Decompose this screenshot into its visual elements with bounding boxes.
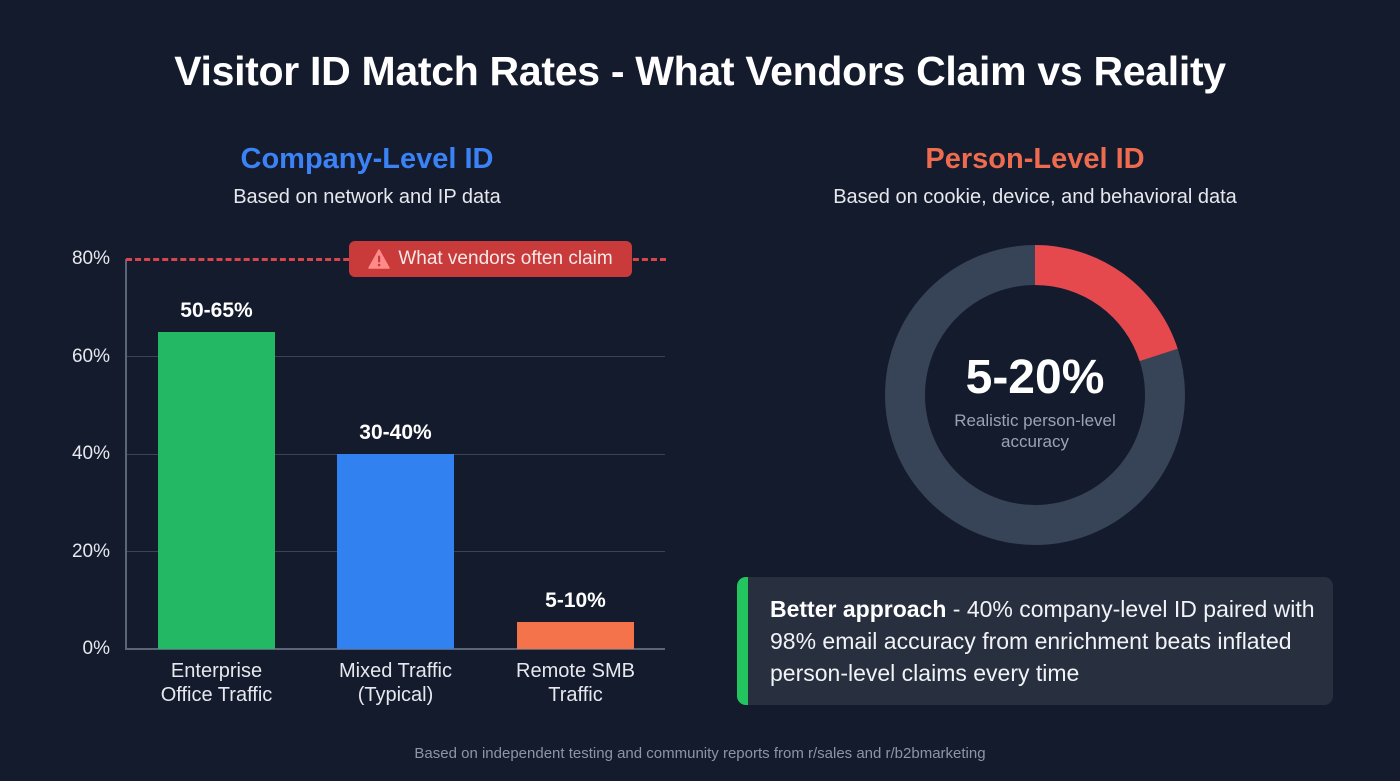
category-label: Mixed Traffic (Typical) (306, 659, 486, 707)
category-label-line: Remote SMB (516, 660, 635, 682)
callout-accent-bar (737, 577, 748, 705)
person-level-donut (885, 245, 1185, 545)
category-label: Enterprise Office Traffic (127, 659, 307, 707)
page-title: Visitor ID Match Rates - What Vendors Cl… (174, 48, 1226, 94)
bar-value-label: 5-10% (545, 589, 606, 612)
person-level-subtitle: Based on cookie, device, and behavioral … (833, 186, 1237, 208)
category-label-line: Traffic (548, 684, 603, 706)
category-label: Remote SMB Traffic (486, 659, 666, 707)
category-label-line: (Typical) (357, 684, 434, 706)
y-tick-20: 20% (71, 541, 110, 562)
bar-2 (517, 622, 634, 649)
category-label-line: Enterprise (170, 660, 263, 682)
callout-text: Better approach - 40% company-level ID p… (770, 593, 1325, 689)
bar-value-label: 50-65% (180, 299, 253, 322)
callout-body: - 40% company-level ID paired with 98% e… (770, 596, 1315, 686)
vendor-claim-label: What vendors often claim (398, 248, 613, 269)
bar-value-label: 30-40% (359, 421, 432, 444)
company-level-title: Company-Level ID (240, 143, 494, 175)
vendor-claim-badge: What vendors often claim (349, 241, 632, 277)
x-axis (126, 648, 665, 650)
y-tick-80: 80% (71, 248, 110, 269)
better-approach-callout: Better approach - 40% company-level ID p… (737, 577, 1333, 705)
donut-center-value: 5-20% (965, 351, 1105, 404)
y-tick-40: 40% (71, 443, 110, 464)
donut-accuracy-slice (885, 245, 1185, 545)
bar-1 (337, 454, 454, 649)
gridline-60 (126, 356, 665, 357)
category-label-line: Office Traffic (160, 684, 273, 706)
y-tick-60: 60% (71, 346, 110, 367)
company-level-subtitle: Based on network and IP data (233, 186, 501, 208)
category-label-line: Mixed Traffic (339, 660, 452, 682)
y-tick-0: 0% (82, 638, 110, 659)
person-level-title: Person-Level ID (925, 143, 1145, 175)
footnote: Based on independent testing and communi… (414, 745, 986, 762)
donut-center-caption: Realistic person-level accuracy (954, 411, 1116, 451)
y-axis (125, 259, 127, 650)
callout-bold: Better approach (770, 596, 947, 622)
warning-triangle-icon (368, 249, 391, 269)
bar-0 (158, 332, 275, 649)
